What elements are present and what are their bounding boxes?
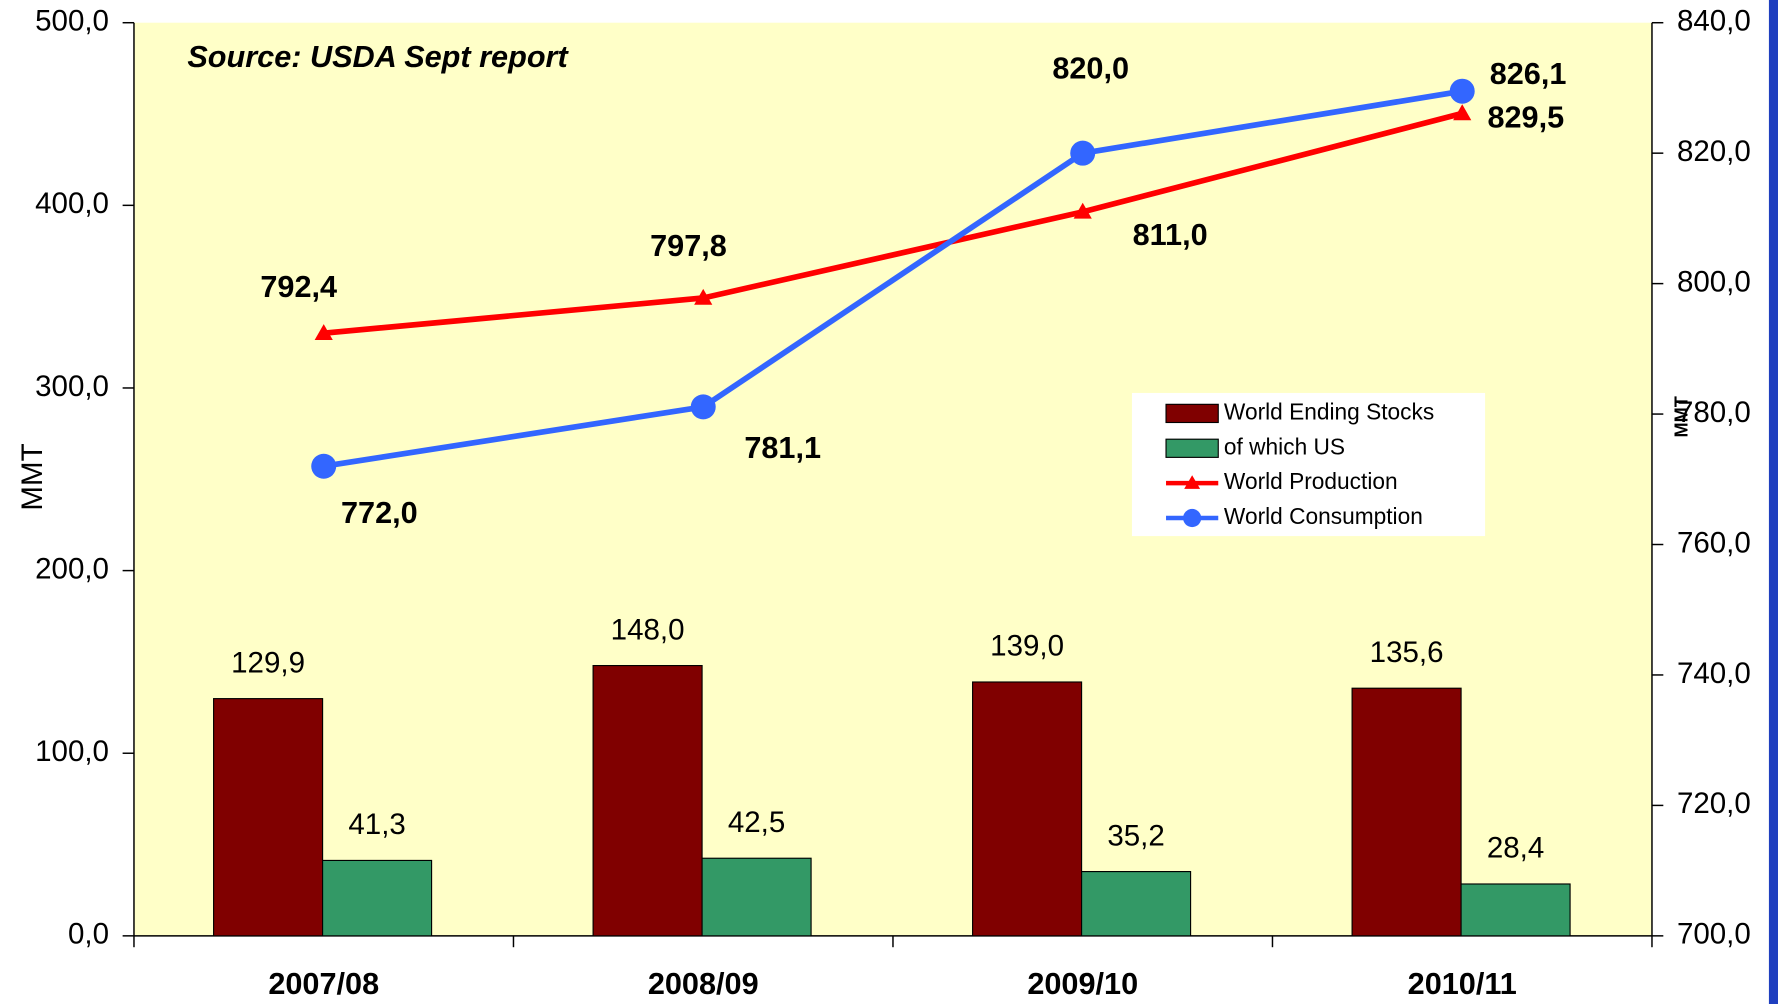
- line-value-label: 811,0: [1133, 218, 1208, 252]
- y2-tick-label: 740,0: [1677, 657, 1751, 690]
- y2-tick-label: 720,0: [1677, 787, 1751, 820]
- legend-marker: [1184, 475, 1201, 489]
- bar: [592, 664, 703, 937]
- line-marker: [1453, 104, 1472, 121]
- bar-value-label: 42,5: [728, 806, 785, 839]
- legend-label: of which US: [1224, 433, 1345, 459]
- edge-border: [1768, 0, 1778, 1004]
- y2-tick-label: 820,0: [1677, 135, 1751, 168]
- line-value-label: 820,0: [1052, 51, 1129, 85]
- legend-marker: [1183, 508, 1202, 528]
- bar-value-label: 35,2: [1107, 819, 1164, 852]
- bar-value-label: 139,0: [990, 630, 1064, 663]
- line-value-label: 792,4: [260, 270, 337, 304]
- line-value-label: 772,0: [341, 496, 418, 530]
- y-tick-label: 400,0: [35, 187, 109, 220]
- bar: [1081, 871, 1192, 937]
- line-value-label: 781,1: [744, 431, 821, 465]
- line-marker: [311, 453, 337, 479]
- line-series: [323, 88, 1463, 470]
- legend-label: World Ending Stocks: [1224, 398, 1434, 424]
- bar: [213, 698, 324, 937]
- line-marker: [690, 394, 716, 420]
- line-value-label: 797,8: [650, 229, 727, 263]
- line-marker: [1070, 140, 1096, 166]
- y-tick-label: 200,0: [35, 552, 109, 585]
- y2-tick-label: 780,0: [1677, 396, 1751, 429]
- y-tick-label: 500,0: [35, 5, 109, 38]
- line-marker: [314, 324, 333, 340]
- bar: [1460, 883, 1571, 937]
- bar: [1351, 687, 1462, 937]
- x-tick-label: 2008/09: [648, 967, 759, 1001]
- y2-axis-label: MMT: [1671, 396, 1691, 437]
- legend-label: World Production: [1224, 468, 1398, 494]
- y-tick-label: 0,0: [68, 918, 109, 951]
- bar: [701, 857, 812, 937]
- y-axis-label: MMT: [16, 443, 49, 510]
- line-marker: [1449, 78, 1475, 104]
- x-tick-label: 2009/10: [1027, 967, 1138, 1001]
- source-note: Source: USDA Sept report: [187, 40, 569, 74]
- legend-label: World Consumption: [1224, 503, 1423, 529]
- line-series: [323, 110, 1463, 337]
- legend-swatch: [1165, 438, 1219, 458]
- line-value-label: 829,5: [1487, 101, 1564, 135]
- y-tick-label: 300,0: [35, 370, 109, 403]
- y2-tick-label: 800,0: [1677, 265, 1751, 298]
- bar-value-label: 129,9: [231, 646, 305, 679]
- bar: [972, 681, 1083, 937]
- y-tick-label: 100,0: [35, 735, 109, 768]
- line-marker: [694, 288, 713, 305]
- y2-tick-label: 840,0: [1677, 5, 1751, 38]
- x-tick-label: 2010/11: [1408, 967, 1517, 1001]
- y2-tick-label: 700,0: [1677, 918, 1751, 951]
- bar-value-label: 28,4: [1487, 832, 1544, 865]
- line-value-label: 826,1: [1490, 57, 1567, 91]
- bar: [322, 859, 433, 937]
- bar-value-label: 135,6: [1370, 636, 1444, 669]
- bar-value-label: 148,0: [611, 613, 685, 646]
- legend-swatch: [1165, 403, 1219, 424]
- y2-tick-label: 760,0: [1677, 526, 1751, 559]
- line-marker: [1073, 202, 1092, 219]
- x-tick-label: 2007/08: [268, 967, 379, 1001]
- bar-value-label: 41,3: [348, 808, 405, 841]
